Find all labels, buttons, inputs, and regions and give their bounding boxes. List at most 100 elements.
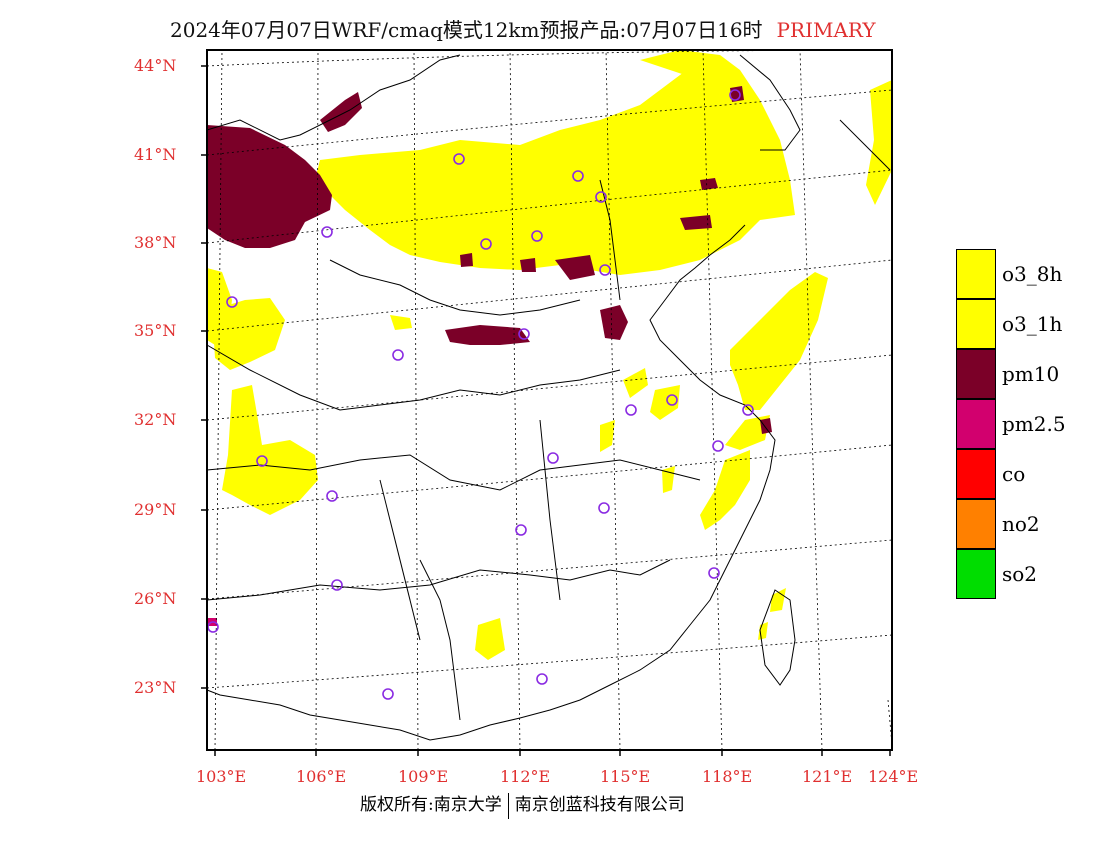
grid-lon-121 xyxy=(799,49,823,751)
station-marker xyxy=(599,264,611,276)
province-line-b xyxy=(206,454,701,491)
northeast-border xyxy=(739,54,801,151)
lon-label-112: 112°E xyxy=(500,767,551,786)
grid-lon-118 xyxy=(702,49,723,751)
station-marker xyxy=(453,153,465,165)
lon-label-106: 106°E xyxy=(296,767,347,786)
ozone-spot-e xyxy=(390,315,412,330)
map-frame xyxy=(206,49,893,751)
lat-label-41: 41°N xyxy=(134,145,177,164)
footer-right: 南京创蓝科技有限公司 xyxy=(514,795,685,815)
grid-lat-38 xyxy=(206,169,893,244)
lat-label-26: 26°N xyxy=(134,589,177,608)
legend-swatch xyxy=(956,349,996,399)
legend-swatch xyxy=(956,549,996,599)
station-marker xyxy=(742,404,754,416)
legend-label: co xyxy=(1002,462,1026,486)
legend-label: pm2.5 xyxy=(1002,412,1066,436)
legend-label: so2 xyxy=(1002,562,1038,586)
pm10-spot-e xyxy=(760,418,772,434)
lat-label-32: 32°N xyxy=(134,410,177,429)
lon-label-103: 103°E xyxy=(196,767,247,786)
ozone-spot-b xyxy=(650,385,680,420)
northern-border xyxy=(206,54,461,141)
grid-lat-29 xyxy=(206,444,893,511)
legend-item-pm10: pm10 xyxy=(956,349,1096,399)
province-line-e xyxy=(419,559,461,721)
grid-lat-35 xyxy=(206,259,893,332)
grid-lon-109 xyxy=(413,49,419,751)
pm10-areas xyxy=(207,86,772,434)
coast-korea xyxy=(839,119,891,171)
lat-label-23: 23°N xyxy=(134,678,177,697)
station-marker xyxy=(531,230,543,242)
legend-swatch xyxy=(956,299,996,349)
station-marker xyxy=(708,567,720,579)
legend-item-o3-1h: o3_1h xyxy=(956,299,1096,349)
legend-label: no2 xyxy=(1002,512,1040,536)
station-marker xyxy=(226,296,238,308)
ozone-southwest xyxy=(222,385,318,515)
legend-item-o3-8h: o3_8h xyxy=(956,249,1096,299)
ozone-northeast xyxy=(866,80,892,205)
ozone-areas xyxy=(207,50,892,660)
lon-label-109: 109°E xyxy=(398,767,449,786)
province-line-f xyxy=(539,419,561,601)
legend-swatch xyxy=(956,449,996,499)
ozone-west-b xyxy=(212,298,285,370)
pm10-spot-d xyxy=(680,215,712,230)
coastline xyxy=(206,224,776,741)
station-marker xyxy=(572,170,584,182)
station-marker xyxy=(331,579,343,591)
legend-item-pm25: pm2.5 xyxy=(956,399,1096,449)
lon-label-115: 115°E xyxy=(600,767,651,786)
pm10-spot-b xyxy=(555,255,595,280)
station-marker xyxy=(595,191,607,203)
grid-lat-32 xyxy=(206,354,893,421)
legend-label: o3_1h xyxy=(1002,312,1063,336)
ozone-east-coast xyxy=(730,272,828,410)
footer-left: 版权所有:南京大学 xyxy=(360,795,502,815)
map-title: 2024年07月07日WRF/cmaq模式12km预报产品:07月07日16时 P… xyxy=(170,14,876,43)
legend-item-so2: so2 xyxy=(956,549,1096,599)
legend-swatch xyxy=(956,399,996,449)
title-text: 2024年07月07日WRF/cmaq模式12km预报产品:07月07日16时 xyxy=(170,18,763,42)
pm10-spot-h xyxy=(520,258,536,272)
lat-label-44: 44°N xyxy=(134,56,177,75)
legend-item-co: co xyxy=(956,449,1096,499)
ozone-spot-c xyxy=(600,420,615,452)
station-marker xyxy=(392,349,404,361)
station-marker xyxy=(712,440,724,452)
station-marker xyxy=(547,452,559,464)
pm10-spot-a xyxy=(600,305,628,340)
copyright-footer: 版权所有:南京大学 南京创蓝科技有限公司 xyxy=(360,790,685,819)
station-marker xyxy=(666,394,678,406)
legend-swatch xyxy=(956,249,996,299)
lon-label-118: 118°E xyxy=(702,767,753,786)
province-line-a xyxy=(206,559,671,601)
province-line-c xyxy=(206,344,621,411)
lat-label-29: 29°N xyxy=(134,500,177,519)
pm10-west xyxy=(207,125,332,248)
station-marker xyxy=(480,238,492,250)
station-marker xyxy=(598,502,610,514)
lat-label-38: 38°N xyxy=(134,233,177,252)
grid-lon-103 xyxy=(214,49,223,751)
province-line-d xyxy=(329,259,581,316)
station-marker xyxy=(321,226,333,238)
station-marker xyxy=(515,524,527,536)
legend-item-no2: no2 xyxy=(956,499,1096,549)
pm10-central-band xyxy=(445,325,530,345)
legend-label: o3_8h xyxy=(1002,262,1063,286)
boundaries xyxy=(206,54,891,741)
ozone-north-region xyxy=(315,55,795,275)
taiwan-outline xyxy=(759,589,796,686)
ozone-shanghai xyxy=(725,415,770,450)
legend-label: pm10 xyxy=(1002,362,1060,386)
station-marker xyxy=(518,328,530,340)
pm10-spot-c xyxy=(700,178,718,190)
ozone-zhejiang xyxy=(700,450,750,530)
grid-lat-41 xyxy=(206,89,893,156)
primary-label: PRIMARY xyxy=(776,18,876,42)
